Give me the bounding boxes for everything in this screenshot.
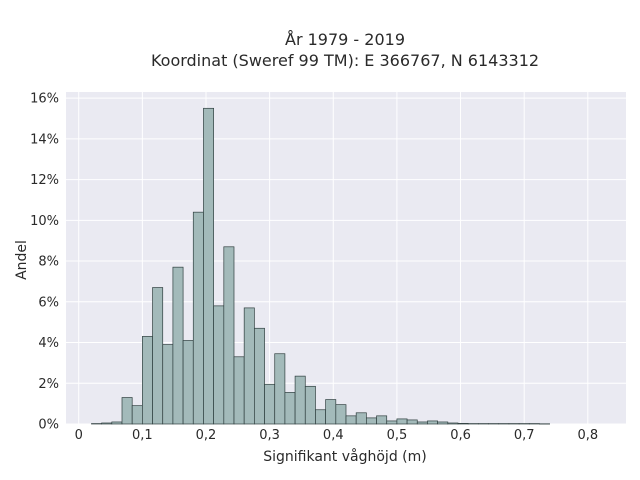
histogram-bar xyxy=(386,420,398,425)
y-tick-label: 0% xyxy=(38,418,59,433)
histogram-bars xyxy=(91,107,550,425)
histogram-bar xyxy=(427,420,438,425)
histogram-bar xyxy=(315,409,326,425)
x-tick-label: 0,2 xyxy=(196,428,217,443)
y-tick-label: 6% xyxy=(38,295,59,310)
histogram-bar xyxy=(304,385,316,425)
histogram-bar xyxy=(223,246,235,425)
x-axis-label: Signifikant våghöjd (m) xyxy=(263,448,426,465)
histogram-bar xyxy=(447,422,459,425)
x-tick-labels: 0 0,1 0,2 0,3 0,4 0,5 0,6 0,7 0,8 xyxy=(75,428,599,443)
histogram-bar xyxy=(437,421,449,425)
y-tick-label: 4% xyxy=(38,336,59,351)
histogram-bar xyxy=(264,383,276,425)
histogram-bar xyxy=(101,422,113,425)
histogram-bar xyxy=(355,412,367,425)
y-tick-labels: 0% 2% 4% 6% 8% 10% 12% 14% 16% xyxy=(30,92,59,433)
histogram-bar xyxy=(243,307,255,425)
y-tick-label: 12% xyxy=(30,173,59,188)
chart-title-line-1: År 1979 - 2019 xyxy=(285,30,405,49)
histogram-bar xyxy=(121,397,133,425)
x-tick-label: 0,4 xyxy=(323,428,344,443)
histogram-bar xyxy=(152,287,164,425)
histogram-bar xyxy=(294,375,306,425)
x-tick-label: 0,6 xyxy=(450,428,471,443)
x-tick-label: 0,1 xyxy=(132,428,153,443)
histogram-bar xyxy=(396,418,408,425)
y-axis-label: Andel xyxy=(14,240,30,280)
x-tick-label: 0,7 xyxy=(514,428,535,443)
histogram-bar xyxy=(162,344,174,425)
histogram-bar xyxy=(254,327,265,425)
x-tick-label: 0,8 xyxy=(577,428,598,443)
histogram-bar xyxy=(345,415,357,425)
histogram-bar xyxy=(182,340,194,425)
histogram-bar xyxy=(142,336,153,425)
histogram-bar xyxy=(325,399,337,425)
histogram-bar xyxy=(406,419,418,425)
histogram-bar xyxy=(366,417,377,425)
histogram-bar xyxy=(213,305,225,425)
histogram-bar xyxy=(172,266,184,425)
histogram-bar xyxy=(203,107,214,425)
histogram-bar xyxy=(233,356,245,425)
chart-title-line-2: Koordinat (Sweref 99 TM): E 366767, N 61… xyxy=(151,51,539,70)
histogram-bar xyxy=(416,421,428,425)
x-tick-label: 0,3 xyxy=(259,428,280,443)
histogram-bar xyxy=(335,404,347,425)
x-tick-label: 0,5 xyxy=(387,428,408,443)
y-tick-label: 8% xyxy=(38,255,59,270)
histogram-bar xyxy=(111,421,123,425)
histogram-bar xyxy=(131,405,143,425)
y-tick-label: 16% xyxy=(30,92,59,107)
y-tick-label: 14% xyxy=(30,132,59,147)
histogram-bar xyxy=(192,211,204,425)
histogram-bar xyxy=(457,423,469,425)
histogram-bar xyxy=(376,415,388,425)
x-tick-label: 0 xyxy=(75,428,83,443)
histogram-bar xyxy=(274,353,286,425)
y-tick-label: 10% xyxy=(30,214,59,229)
histogram-bar xyxy=(284,392,296,425)
y-tick-label: 2% xyxy=(38,377,59,392)
